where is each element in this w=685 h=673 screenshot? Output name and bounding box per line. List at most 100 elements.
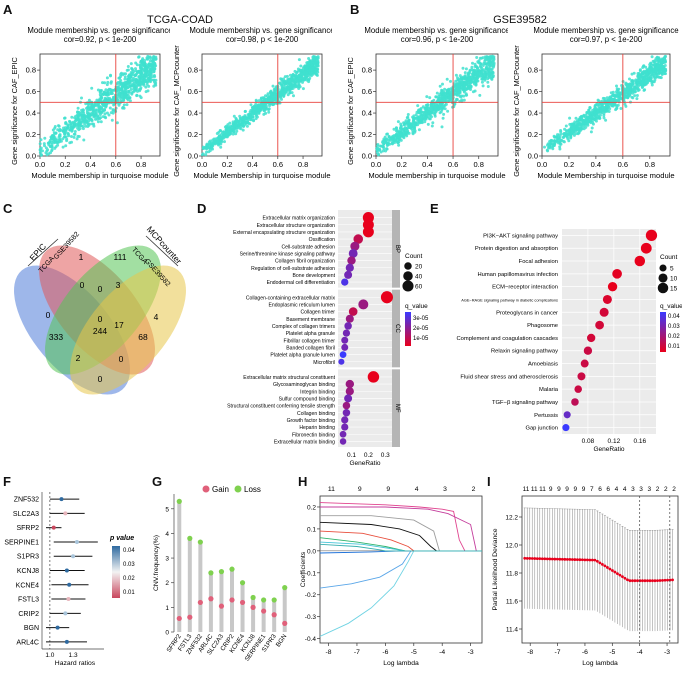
top-tick-label: 3 — [443, 486, 447, 493]
scatter-point — [134, 61, 138, 65]
term-label: Gap junction — [525, 426, 558, 432]
scatter-point — [466, 84, 470, 88]
scatter-point — [109, 74, 112, 78]
scatter-point — [412, 119, 416, 123]
scatter-point — [641, 66, 645, 69]
y-tick-label: 2 — [165, 580, 169, 587]
term-label: External encapsulating structure organiz… — [233, 230, 335, 236]
plot-frame — [375, 53, 499, 157]
scatter-point — [664, 72, 667, 76]
scatter-point — [110, 118, 114, 122]
scatter-point — [620, 84, 624, 87]
scatter-point — [145, 65, 149, 69]
scatter-point — [553, 142, 557, 146]
scatter-point — [632, 79, 636, 83]
legend-label: 60 — [415, 284, 423, 291]
scatter-point — [397, 143, 401, 147]
scatter-point — [307, 57, 311, 60]
x-tick-label: 0.8 — [474, 160, 484, 169]
venn-count: 0 — [119, 354, 124, 364]
scatter-point — [91, 110, 95, 114]
scatter-point — [439, 95, 443, 99]
legend-title: q_value — [660, 303, 682, 310]
top-tick-label: 6 — [606, 486, 610, 493]
scatter-a2: Module membership vs. gene significancec… — [172, 26, 332, 180]
scatter-point — [433, 114, 437, 118]
scatter-point — [267, 110, 271, 114]
term-label: Complement and coagulation cascades — [456, 336, 558, 342]
panel-label-a: A — [3, 2, 13, 17]
scatter-point — [109, 92, 113, 96]
loss-dot — [271, 597, 277, 603]
scatter-point — [298, 73, 302, 77]
legend-title: p value — [109, 535, 134, 542]
top-tick-label: 11 — [531, 486, 538, 493]
cv-mean-point — [621, 575, 624, 579]
scatter-point — [225, 126, 229, 130]
scatter-point — [49, 136, 53, 140]
venn-count: 68 — [138, 332, 148, 342]
scatter-point — [146, 77, 150, 81]
scatter-point — [245, 124, 249, 128]
term-label: Serine/threonine kinase signaling pathwa… — [240, 251, 336, 257]
scatter-point — [229, 129, 233, 133]
top-tick-label: 9 — [358, 486, 362, 493]
enrich-dot — [563, 411, 571, 419]
scatter-point — [431, 111, 435, 115]
scatter-point — [129, 75, 133, 79]
scatter-point — [633, 85, 637, 89]
enrich-dot — [599, 307, 609, 317]
legend-dot — [404, 262, 412, 270]
scatter-point — [98, 93, 102, 97]
cv-mean-point — [568, 558, 572, 561]
top-tick-label: 7 — [590, 486, 594, 493]
term-label: Cell-substrate adhesion — [281, 244, 335, 250]
scatter-point — [121, 106, 125, 110]
enrich-dot — [345, 387, 354, 396]
scatter-point — [153, 82, 157, 86]
scatter-point — [66, 126, 69, 130]
scatter-point — [488, 74, 491, 78]
scatter-point — [417, 128, 421, 132]
cv-mean-point — [580, 558, 584, 562]
scatter-point — [154, 57, 158, 61]
scatter-point — [144, 85, 148, 89]
scatter-point — [387, 134, 391, 138]
top-tick-label: 9 — [386, 486, 390, 493]
enrich-dot — [338, 358, 345, 365]
scatter-point — [53, 136, 57, 140]
panel-label-i: I — [487, 474, 491, 489]
scatter-point — [279, 89, 283, 93]
scatter-point — [68, 119, 71, 123]
scatter-point — [637, 73, 640, 77]
scatter-point — [239, 127, 243, 131]
x-axis-label: Log lambda — [582, 660, 618, 667]
scatter-point — [635, 94, 639, 97]
scatter-point — [148, 65, 152, 69]
scatter-point — [487, 60, 491, 64]
scatter-point — [39, 138, 43, 142]
scatter-point — [464, 75, 467, 79]
scatter-point — [128, 79, 132, 83]
x-tick-label: -5 — [411, 649, 417, 656]
scatter-point — [80, 124, 83, 128]
scatter-point — [269, 98, 273, 102]
scatter-point — [492, 56, 496, 60]
gain-dot — [282, 620, 288, 626]
scatter-point — [394, 129, 398, 133]
scatter-point — [441, 82, 444, 86]
scatter-points — [200, 55, 320, 157]
term-label: AGE−RAGE signaling pathway in diabetic c… — [461, 297, 558, 302]
top-tick-label: 4 — [615, 486, 619, 493]
cv-mean-point — [555, 557, 559, 561]
scatter-point — [388, 137, 392, 141]
y-tick-label: 0.6 — [26, 87, 36, 96]
scatter-point — [468, 68, 472, 72]
cv-mean-point — [633, 579, 637, 583]
coefficient-path — [320, 550, 482, 589]
scatter-point — [103, 81, 107, 85]
scatter-point — [241, 120, 245, 124]
y-axis-label: Gene significance for CAF_MCPcounter — [172, 45, 181, 177]
scatter-point — [137, 55, 141, 59]
scatter-point — [77, 128, 81, 132]
